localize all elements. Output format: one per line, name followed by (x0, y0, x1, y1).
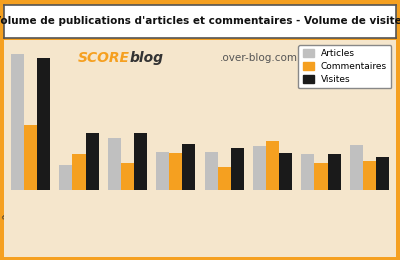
Bar (266, 141, 279, 190)
Text: SCORE: SCORE (78, 51, 130, 65)
Bar (108, 138, 121, 190)
Text: blog: blog (130, 51, 164, 65)
Bar (86, 133, 99, 190)
Bar (314, 162, 328, 190)
Bar (350, 145, 363, 190)
Bar (121, 162, 134, 190)
Bar (182, 144, 196, 190)
Bar (363, 161, 376, 190)
Bar (301, 154, 314, 190)
Text: .over-blog.com: .over-blog.com (220, 53, 298, 63)
Bar (37, 58, 50, 190)
Bar (218, 167, 231, 190)
Bar (231, 148, 244, 190)
Bar (279, 153, 292, 190)
Bar (24, 125, 37, 190)
Bar (204, 152, 218, 190)
Bar (328, 154, 340, 190)
Bar (134, 133, 147, 190)
Bar (60, 165, 72, 190)
Bar (169, 153, 182, 190)
Bar (72, 154, 86, 190)
Bar (376, 157, 389, 190)
Legend: Articles, Commentaires, Visites: Articles, Commentaires, Visites (298, 45, 392, 88)
Bar (156, 152, 169, 190)
Text: Volume de publications d'articles et commentaires - Volume de visites: Volume de publications d'articles et com… (0, 16, 400, 27)
Bar (253, 146, 266, 190)
Bar (11, 54, 24, 190)
